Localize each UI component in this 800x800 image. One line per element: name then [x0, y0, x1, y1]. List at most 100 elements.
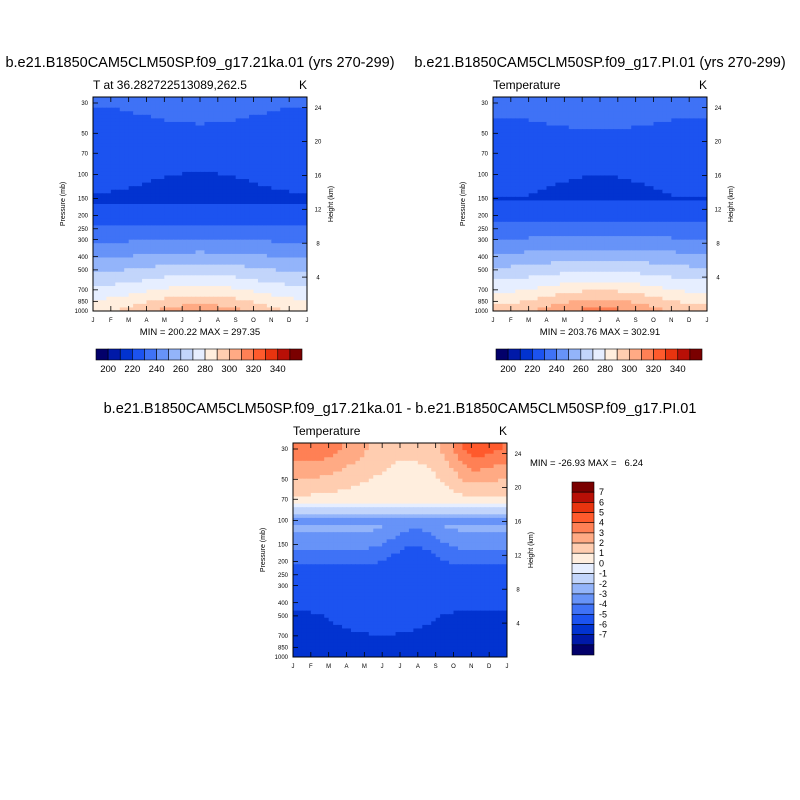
contour-cell: [204, 161, 210, 166]
contour-cell: [595, 228, 601, 234]
contour-cell: [208, 278, 214, 284]
contour-cell: [284, 179, 290, 184]
contour-cell: [537, 157, 543, 162]
contour-cell: [519, 118, 525, 123]
contour-cell: [293, 300, 299, 305]
contour-cell: [217, 278, 223, 284]
contour-cell: [200, 114, 206, 119]
contour-cell: [137, 225, 143, 230]
contour-cell: [200, 200, 206, 205]
contour-cell: [604, 228, 610, 234]
contour-cell: [235, 132, 241, 137]
contour-cell: [613, 171, 619, 177]
contour-cell: [93, 114, 99, 119]
contour-cell: [249, 154, 255, 159]
contour-cell: [577, 104, 583, 109]
contour-cell: [698, 114, 704, 119]
contour-cell: [124, 261, 130, 266]
contour-cell: [524, 171, 530, 177]
contour-cell: [217, 171, 223, 177]
contour-cell: [577, 236, 583, 241]
contour-cell: [595, 129, 601, 134]
contour-cell: [235, 150, 241, 155]
contour-cell: [137, 278, 143, 284]
contour-cell: [253, 275, 259, 280]
contour-cell: [649, 125, 655, 130]
contour-cell: [124, 289, 130, 294]
contour-cell: [208, 175, 214, 180]
contour-cell: [240, 193, 246, 198]
contour-cell: [671, 154, 677, 159]
contour-cell: [173, 293, 179, 298]
contour-cell: [604, 125, 610, 130]
contour-cell: [542, 207, 548, 212]
contour-cell: [515, 228, 521, 234]
contour-cell: [608, 182, 614, 187]
contour-cell: [693, 157, 699, 162]
contour-cell: [293, 121, 299, 127]
contour-cell: [124, 303, 130, 309]
contour-cell: [293, 196, 299, 202]
contour-cell: [582, 225, 588, 230]
contour-cell: [133, 157, 139, 162]
contour-cell: [524, 211, 530, 216]
contour-cell: [244, 296, 250, 301]
contour-cell: [200, 175, 206, 180]
contour-cell: [124, 168, 130, 173]
contour-cell: [213, 114, 219, 119]
contour-cell: [289, 139, 295, 144]
contour-cell: [501, 114, 507, 119]
contour-cell: [222, 253, 228, 259]
contour-cell: [226, 282, 232, 287]
contour-cell: [253, 157, 259, 162]
contour-cell: [204, 129, 210, 134]
contour-cell: [293, 228, 299, 234]
contour-cell: [501, 200, 507, 205]
contour-cell: [626, 207, 632, 212]
contour-cell: [559, 168, 565, 173]
contour-cell: [93, 143, 99, 148]
contour-cell: [173, 189, 179, 194]
contour-cell: [168, 268, 174, 273]
contour-cell: [164, 253, 170, 259]
contour-cell: [506, 239, 512, 244]
contour-cell: [631, 221, 637, 226]
contour-cell: [595, 125, 601, 130]
contour-cell: [213, 125, 219, 130]
contour-cell: [177, 246, 183, 251]
contour-cell: [298, 307, 304, 311]
contour-cell: [177, 264, 183, 269]
contour-cell: [164, 236, 170, 241]
contour-cell: [97, 282, 103, 287]
contour-cell: [150, 107, 157, 112]
contour-cell: [506, 111, 512, 116]
contour-cell: [689, 179, 695, 184]
contour-cell: [159, 97, 165, 102]
contour-cell: [150, 207, 157, 212]
contour-cell: [155, 300, 161, 305]
contour-cell: [689, 214, 695, 219]
contour-cell: [240, 207, 246, 212]
contour-cell: [244, 161, 250, 166]
contour-cell: [168, 307, 174, 311]
contour-cell: [604, 107, 610, 112]
contour-cell: [271, 139, 277, 144]
contour-cell: [257, 104, 264, 109]
contour-cell: [577, 129, 583, 134]
contour-cell: [262, 275, 268, 280]
contour-cell: [546, 182, 552, 187]
contour-cell: [164, 293, 170, 298]
contour-cell: [649, 179, 655, 184]
contour-cell: [626, 175, 632, 180]
contour-cell: [640, 239, 646, 244]
contour-cell: [173, 121, 179, 127]
contour-cell: [497, 143, 503, 148]
contour-cell: [208, 204, 214, 209]
contour-cell: [515, 114, 521, 119]
contour-cell: [657, 143, 664, 148]
contour-cell: [542, 129, 548, 134]
contour-cell: [173, 278, 179, 284]
contour-cell: [106, 97, 112, 102]
contour-cell: [657, 125, 664, 130]
contour-cell: [302, 168, 307, 173]
